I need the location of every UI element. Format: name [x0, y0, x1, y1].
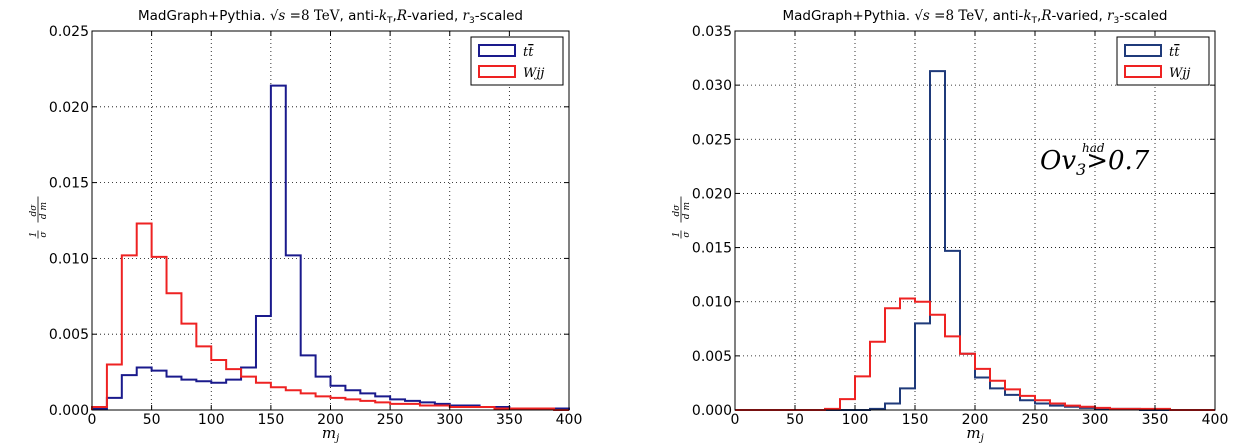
chart-title: MadGraph+Pythia. √s =8 TeV, anti-kT,R-va… — [138, 8, 523, 26]
legend-label: tt — [1169, 45, 1180, 60]
legend-swatch — [1124, 65, 1162, 78]
svg-text:d m: d m — [682, 202, 692, 219]
series-line-wjj — [91, 222, 569, 411]
chart-title: MadGraph+Pythia. √s =8 TeV, anti-kT,R-va… — [783, 8, 1168, 26]
x-tick-label: 250 — [377, 412, 404, 428]
x-tick-label: 400 — [1202, 412, 1229, 428]
chart-panel-1: 0 50 100 150 200 250 300 350 400 0.000 0.005 0.010 0… — [29, 8, 582, 444]
x-tick-label: 0 — [731, 412, 740, 428]
y-tick-label: 0.010 — [692, 295, 732, 311]
x-tick-label: 50 — [786, 412, 804, 428]
x-tick-label: 350 — [496, 412, 523, 428]
x-tick-label: 0 — [88, 412, 97, 428]
y-tick-label: 0.035 — [692, 24, 732, 40]
legend-swatch — [478, 44, 516, 57]
x-tick-label: 300 — [436, 412, 463, 428]
x-tick-label: 400 — [556, 412, 583, 428]
y-tick-label: 0.020 — [692, 186, 732, 202]
annotation-superscript: had — [1082, 141, 1105, 155]
svg-text:d m: d m — [39, 202, 49, 219]
svg-text:dσ: dσ — [29, 204, 39, 217]
y-tick-label: 0.005 — [692, 349, 732, 365]
x-tick-label: 200 — [962, 412, 989, 428]
y-tick-label: 0.000 — [49, 403, 89, 419]
x-tick-label: 150 — [258, 412, 285, 428]
y-tick-label: 0.025 — [49, 24, 89, 40]
legend-label: Wjj — [523, 66, 544, 81]
y-tick-label: 0.015 — [692, 241, 732, 257]
x-tick-label: 200 — [317, 412, 344, 428]
y-tick-label: 0.010 — [49, 251, 89, 267]
x-axis-label: mj — [966, 424, 983, 444]
grid-lines — [92, 31, 569, 410]
x-tick-label: 50 — [143, 412, 161, 428]
y-tick-label: 0.020 — [49, 100, 89, 116]
legend: tt Wjj — [470, 36, 564, 86]
x-tick-label: 250 — [1022, 412, 1049, 428]
series-line-ttbar — [91, 84, 570, 410]
x-tick-label: 150 — [902, 412, 929, 428]
x-axis-label: mj — [322, 424, 339, 444]
chart-panel-2: 0 50 100 150 200 250 300 350 400 0.000 0.005 0.010 0… — [672, 8, 1228, 444]
series-line-wjj — [735, 297, 1215, 411]
legend-label: tt — [523, 45, 534, 60]
svg-text:σ: σ — [682, 231, 692, 238]
y-tick-label: 0.025 — [692, 132, 732, 148]
legend: tt Wjj — [1116, 36, 1210, 86]
svg-text:σ: σ — [39, 231, 49, 238]
legend-swatch — [1124, 44, 1162, 57]
svg-text:1: 1 — [29, 232, 39, 238]
y-tick-label: 0.005 — [49, 327, 89, 343]
y-tick-label: 0.015 — [49, 176, 89, 192]
legend-label: Wjj — [1169, 66, 1190, 81]
y-axis-label: 1 σ dσ d m — [672, 196, 692, 239]
legend-swatch — [478, 65, 516, 78]
x-tick-label: 300 — [1082, 412, 1109, 428]
y-axis-label: 1 σ dσ d m — [29, 196, 49, 239]
x-tick-label: 100 — [198, 412, 225, 428]
svg-text:dσ: dσ — [672, 204, 682, 217]
svg-text:1: 1 — [672, 232, 682, 238]
y-tick-label: 0.000 — [692, 403, 732, 419]
cut-annotation: Ov3>0.7 — [1040, 146, 1150, 179]
x-tick-label: 100 — [842, 412, 869, 428]
y-tick-label: 0.030 — [692, 78, 732, 94]
x-tick-label: 350 — [1142, 412, 1169, 428]
